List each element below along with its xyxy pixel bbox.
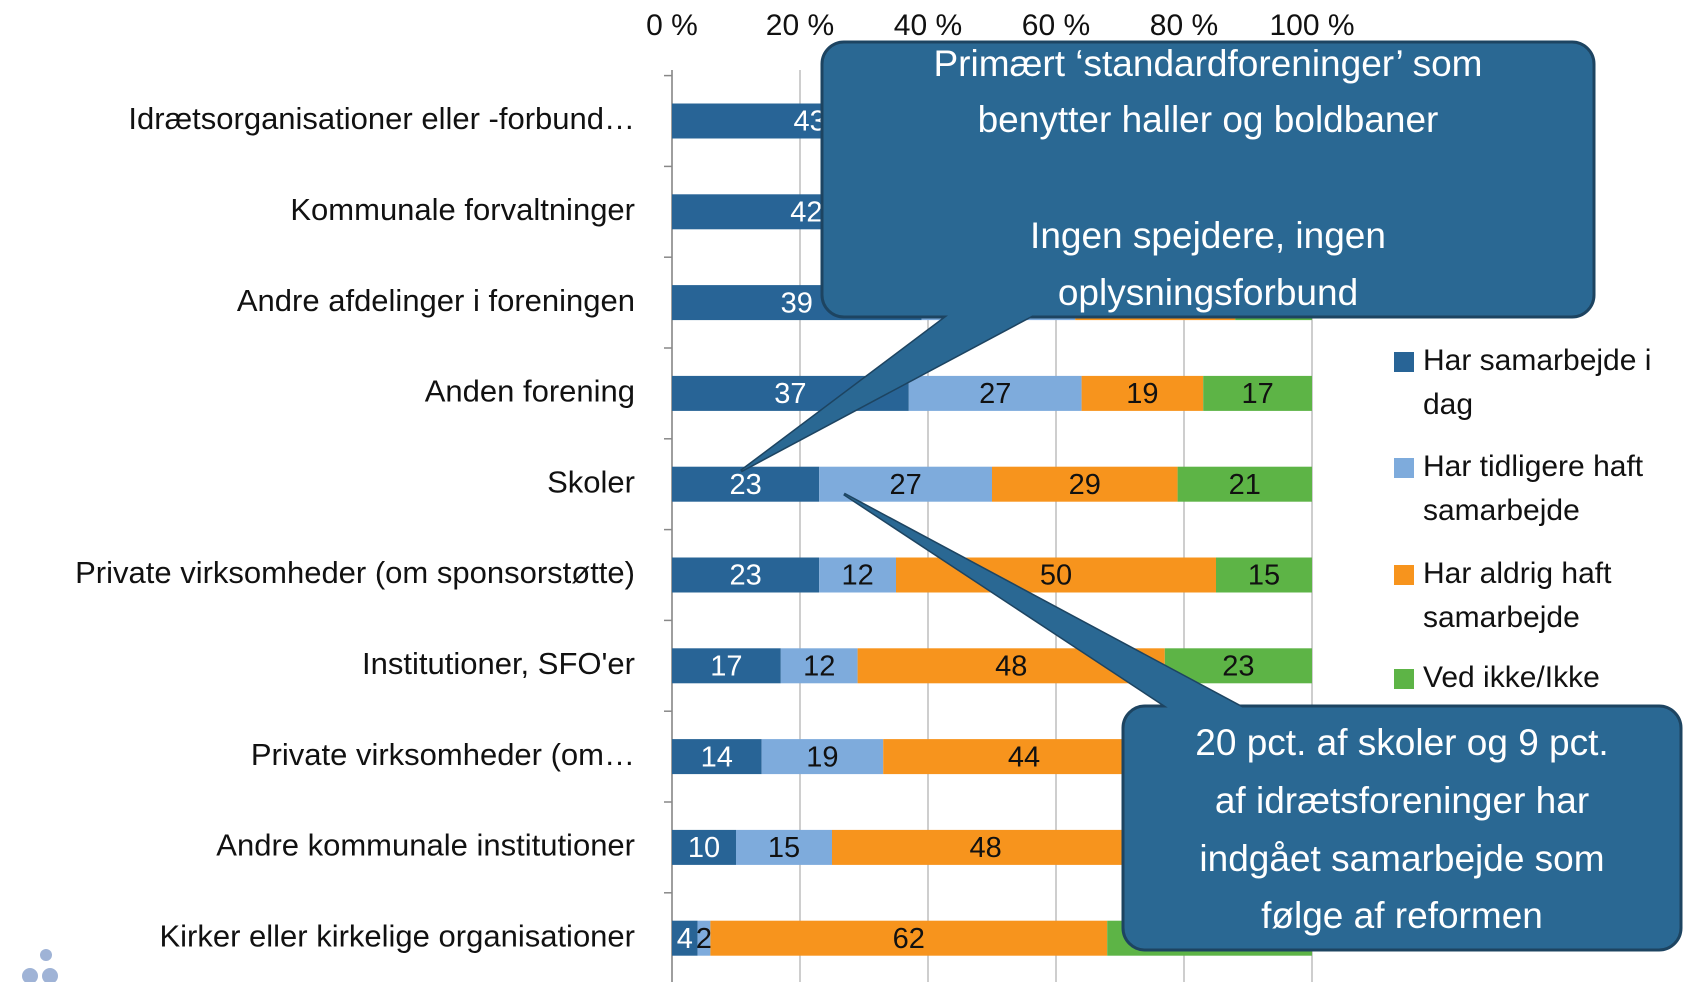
y-tick-label: Kommunale forvaltninger <box>290 192 635 227</box>
y-tick-label: Institutioner, SFO'er <box>362 646 635 681</box>
bar-segment <box>672 739 762 775</box>
data-label: 39 <box>781 287 813 319</box>
data-label: 4 <box>677 923 693 955</box>
data-label: 48 <box>995 650 1027 682</box>
x-tick-label: 80 % <box>1150 9 1218 42</box>
logo-dot <box>42 968 58 982</box>
legend-label: Har tidligere haft samarbejde <box>1423 450 1644 527</box>
data-label: 23 <box>1222 650 1254 682</box>
data-label: 19 <box>1126 378 1158 410</box>
data-label: 23 <box>729 469 761 501</box>
data-label: 17 <box>710 650 742 682</box>
data-label: 12 <box>803 650 835 682</box>
y-tick-label: Idrætsorganisationer eller -forbund… <box>128 101 635 136</box>
y-tick-label: Private virksomheder (om… <box>251 737 635 772</box>
data-label: 27 <box>979 378 1011 410</box>
data-label: 2 <box>696 923 712 955</box>
data-label: 17 <box>1241 378 1273 410</box>
bar-segment <box>672 920 698 956</box>
data-label: 23 <box>729 560 761 592</box>
bar-segment <box>908 375 1082 411</box>
data-label: 43 <box>793 106 825 138</box>
x-tick-label: 20 % <box>766 9 834 42</box>
y-tick-label: Andre kommunale institutioner <box>216 828 635 863</box>
callout-box <box>1121 704 1683 952</box>
x-tick-label: 0 % <box>646 9 698 42</box>
data-label: 48 <box>969 832 1001 864</box>
logo-dot <box>22 968 38 982</box>
legend-label: Ved ikke/Ikke <box>1423 661 1600 694</box>
data-label: 44 <box>1008 741 1040 773</box>
data-label: 19 <box>806 741 838 773</box>
callout-box <box>820 40 1596 319</box>
data-label: 21 <box>1229 469 1261 501</box>
y-tick-label: Private virksomheder (om sponsorstøtte) <box>75 555 635 590</box>
data-label: 27 <box>889 469 921 501</box>
data-label: 14 <box>701 741 733 773</box>
data-label: 10 <box>688 832 720 864</box>
bar-segment <box>672 648 781 684</box>
y-tick-label: Andre afdelinger i foreningen <box>237 283 635 318</box>
bar-segment <box>1203 375 1312 411</box>
data-label: 50 <box>1040 560 1072 592</box>
bar-segment <box>672 829 736 865</box>
callout-pointer <box>844 494 1245 709</box>
bar-segment <box>1081 375 1204 411</box>
bar-segment <box>1216 557 1312 593</box>
data-label: 12 <box>841 560 873 592</box>
bar-segment <box>710 920 1108 956</box>
data-label: 29 <box>1069 469 1101 501</box>
callout-text: indgået samarbejde som <box>1199 838 1604 879</box>
callout-pointer <box>741 314 1035 471</box>
data-label: 62 <box>893 923 925 955</box>
callout-text: 20 pct. af skoler og 9 pct. <box>1195 722 1608 763</box>
data-label: 37 <box>774 378 806 410</box>
callout-text: oplysningsforbund <box>1058 272 1358 313</box>
bar-segment <box>780 648 858 684</box>
bar-segment <box>883 739 1165 775</box>
bar-segment <box>832 829 1140 865</box>
x-tick-label: 40 % <box>894 9 962 42</box>
y-tick-label: Kirker eller kirkelige organisationer <box>159 918 635 953</box>
legend-label: Har aldrig haft samarbejde <box>1423 557 1612 634</box>
legend-swatch <box>1394 669 1414 689</box>
bar-segment <box>992 466 1178 502</box>
bar-segment <box>736 829 832 865</box>
legend-label: Har samarbejde i dag <box>1423 344 1651 421</box>
data-label: 15 <box>768 832 800 864</box>
callout-text: følge af reformen <box>1261 895 1543 936</box>
x-tick-label: 100 % <box>1269 9 1354 42</box>
legend-swatch <box>1394 352 1414 372</box>
bar-segment <box>819 557 896 593</box>
y-tick-label: Anden forening <box>425 374 635 409</box>
x-tick-label: 60 % <box>1022 9 1090 42</box>
legend-swatch <box>1394 458 1414 478</box>
bar-segment <box>761 739 884 775</box>
callout-text: af idrætsforeninger har <box>1215 780 1589 821</box>
bar-segment <box>672 466 820 502</box>
y-tick-label: Skoler <box>547 464 635 499</box>
callout-text: Ingen spejdere, ingen <box>1030 215 1386 256</box>
callout-text: benytter haller og boldbaner <box>978 99 1439 140</box>
logo-dot <box>40 949 52 961</box>
bar-segment <box>672 557 820 593</box>
callout-text: Primært ‘standardforeninger’ som <box>933 43 1482 84</box>
data-label: 42 <box>790 196 822 228</box>
data-label: 15 <box>1248 560 1280 592</box>
bar-segment <box>697 920 711 956</box>
bar-segment <box>1177 466 1312 502</box>
legend-swatch <box>1394 565 1414 585</box>
